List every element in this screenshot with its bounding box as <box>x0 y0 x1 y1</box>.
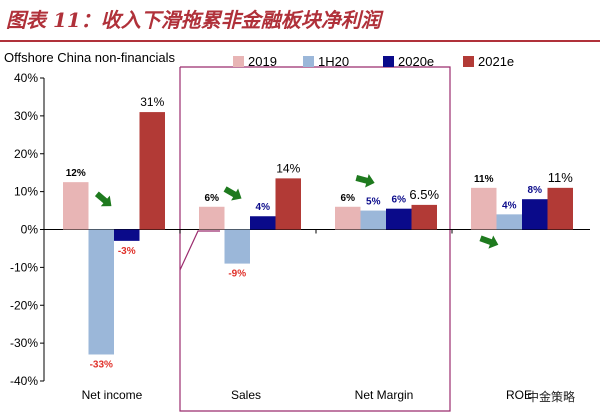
data-label: 31% <box>140 95 164 109</box>
data-label: 11% <box>548 170 573 185</box>
bar <box>139 112 165 230</box>
bar <box>386 208 412 230</box>
data-label: 12% <box>66 168 86 179</box>
legend-label: 2019 <box>248 54 277 69</box>
bar <box>88 229 114 355</box>
legend-label: 2021e <box>478 54 514 69</box>
data-label: -9% <box>228 269 246 280</box>
x-category-label: Net income <box>82 388 143 402</box>
legend-swatch <box>383 56 394 67</box>
bar <box>114 229 140 241</box>
green-arrow-icon <box>94 191 112 207</box>
bar <box>63 182 89 230</box>
chart-subtitle: Offshore China non-financials <box>4 50 176 65</box>
watermark-text: 中金策略 <box>527 389 575 404</box>
data-label: 4% <box>502 200 517 211</box>
bar <box>471 187 497 230</box>
bar <box>335 206 361 230</box>
panel-outline <box>179 66 451 412</box>
y-tick-label: 40% <box>14 71 38 85</box>
figure-title: 图表 11：收入下滑拖累非金融板块净利润 <box>6 8 381 32</box>
y-tick-label: -10% <box>10 260 38 274</box>
bar <box>360 210 386 230</box>
legend-swatch <box>463 56 474 67</box>
data-label: 4% <box>256 202 271 213</box>
green-arrow-icon <box>479 235 499 249</box>
data-label: 6% <box>392 195 407 206</box>
x-category-label: Sales <box>231 388 261 402</box>
bar <box>224 229 250 264</box>
legend-label: 2020e <box>398 54 434 69</box>
y-tick-label: 20% <box>14 147 38 161</box>
legend-swatch <box>303 56 314 67</box>
y-tick-label: 0% <box>21 223 39 237</box>
legend-label: 1H20 <box>318 54 349 69</box>
panel-connector <box>179 67 220 271</box>
data-label: 5% <box>366 197 381 208</box>
bar <box>522 199 548 230</box>
data-label: 14% <box>276 161 300 175</box>
y-tick-label: -30% <box>10 336 38 350</box>
y-tick-label: -40% <box>10 374 38 388</box>
data-label: 6% <box>341 193 356 204</box>
y-tick-label: 10% <box>14 185 38 199</box>
title-rule <box>0 40 600 42</box>
data-label: 6.5% <box>409 187 439 202</box>
data-label: 11% <box>474 174 494 185</box>
data-label: 8% <box>528 185 543 196</box>
green-arrow-icon <box>355 174 375 188</box>
y-tick-label: 30% <box>14 109 38 123</box>
bar <box>496 214 522 230</box>
x-category-label: ROE <box>506 388 532 402</box>
bar <box>547 187 573 230</box>
data-label: -3% <box>118 246 136 257</box>
x-category-label: Net Margin <box>355 388 414 402</box>
green-arrow-icon <box>223 186 242 201</box>
bar <box>275 178 301 230</box>
data-label: -33% <box>90 359 113 370</box>
legend-swatch <box>233 56 244 67</box>
bar <box>250 216 276 230</box>
bar <box>411 204 437 230</box>
y-tick-label: -20% <box>10 298 38 312</box>
bar <box>199 206 225 230</box>
data-label: 6% <box>205 193 220 204</box>
